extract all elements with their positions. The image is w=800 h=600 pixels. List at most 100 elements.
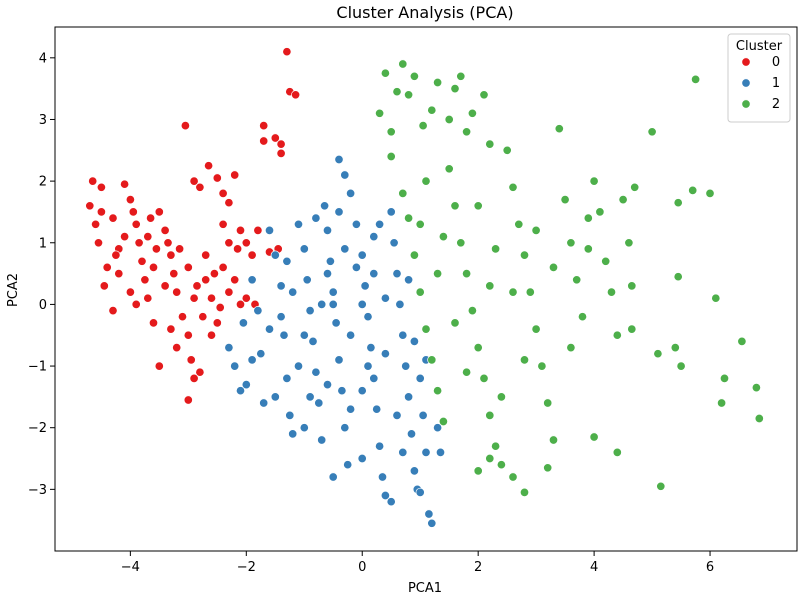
point-cluster-1 — [389, 238, 399, 248]
point-cluster-2 — [421, 324, 431, 334]
point-cluster-1 — [380, 490, 390, 501]
point-cluster-2 — [566, 238, 576, 248]
point-cluster-2 — [647, 127, 657, 137]
point-cluster-1 — [380, 349, 390, 359]
point-cluster-2 — [673, 272, 683, 282]
point-cluster-2 — [444, 114, 454, 125]
point-cluster-1 — [340, 244, 350, 254]
point-cluster-2 — [624, 238, 634, 248]
point-cluster-1 — [247, 355, 257, 365]
point-cluster-2 — [398, 59, 408, 69]
point-cluster-1 — [409, 466, 419, 476]
point-cluster-0 — [160, 281, 170, 291]
point-cluster-0 — [120, 179, 130, 189]
point-cluster-1 — [282, 256, 292, 266]
point-cluster-1 — [305, 392, 315, 402]
point-cluster-2 — [601, 256, 611, 266]
x-tick-label: 0 — [358, 560, 366, 575]
point-cluster-0 — [259, 136, 269, 146]
point-cluster-2 — [688, 185, 698, 195]
point-cluster-0 — [143, 232, 153, 242]
point-cluster-1 — [375, 219, 385, 229]
point-cluster-0 — [195, 367, 205, 377]
point-cluster-2 — [673, 198, 683, 208]
point-cluster-0 — [224, 287, 234, 297]
point-cluster-0 — [270, 133, 280, 143]
point-cluster-1 — [357, 453, 367, 464]
point-cluster-1 — [377, 472, 388, 482]
point-cluster-0 — [215, 302, 225, 313]
point-cluster-2 — [398, 188, 408, 198]
point-cluster-2 — [502, 145, 512, 155]
point-cluster-0 — [276, 148, 286, 158]
point-cluster-2 — [433, 386, 443, 396]
point-cluster-2 — [554, 124, 564, 134]
point-cluster-0 — [175, 244, 185, 254]
point-cluster-1 — [398, 330, 408, 340]
point-cluster-1 — [372, 404, 382, 414]
point-cluster-0 — [177, 312, 188, 322]
plot-frame — [54, 26, 798, 552]
point-cluster-2 — [589, 176, 599, 186]
point-cluster-1 — [418, 410, 428, 420]
point-cluster-1 — [331, 318, 341, 328]
point-cluster-2 — [450, 84, 460, 94]
point-cluster-1 — [346, 188, 356, 198]
point-cluster-1 — [340, 423, 350, 433]
point-cluster-0 — [172, 287, 182, 297]
point-cluster-0 — [108, 306, 118, 316]
point-cluster-0 — [183, 262, 193, 272]
point-cluster-2 — [485, 410, 495, 420]
legend-box — [727, 33, 791, 123]
point-cluster-0 — [160, 225, 170, 235]
point-cluster-0 — [131, 219, 141, 229]
point-cluster-2 — [479, 90, 489, 100]
y-tick-label: 1 — [39, 236, 47, 251]
point-cluster-2 — [754, 413, 764, 424]
point-cluster-2 — [537, 361, 547, 371]
point-cluster-2 — [583, 213, 593, 223]
point-cluster-1 — [409, 336, 419, 346]
point-cluster-0 — [114, 269, 124, 279]
point-cluster-0 — [183, 395, 193, 405]
point-cluster-2 — [627, 281, 637, 291]
point-cluster-0 — [183, 330, 193, 340]
point-cluster-2 — [479, 373, 489, 383]
point-cluster-1 — [334, 355, 344, 365]
point-cluster-0 — [282, 47, 292, 57]
y-tick-label: 4 — [39, 51, 47, 66]
point-cluster-2 — [525, 287, 535, 297]
point-cluster-0 — [111, 250, 121, 260]
point-cluster-1 — [256, 349, 266, 359]
point-cluster-1 — [270, 392, 280, 402]
point-cluster-2 — [392, 87, 402, 97]
point-cluster-0 — [85, 201, 95, 211]
point-cluster-1 — [357, 299, 367, 309]
point-cluster-0 — [259, 121, 269, 131]
point-cluster-1 — [346, 404, 356, 414]
point-cluster-2 — [409, 71, 419, 81]
point-cluster-0 — [151, 244, 161, 254]
point-cluster-2 — [418, 121, 428, 131]
point-cluster-2 — [519, 355, 530, 365]
point-cluster-1 — [288, 429, 298, 439]
point-cluster-1 — [435, 447, 446, 457]
point-cluster-0 — [198, 312, 208, 322]
point-cluster-2 — [577, 312, 588, 322]
x-axis-label: PCA1 — [408, 581, 442, 596]
point-cluster-0 — [230, 170, 240, 180]
point-cluster-2 — [630, 182, 640, 192]
point-cluster-0 — [99, 281, 109, 291]
chart-title: Cluster Analysis (PCA) — [336, 3, 513, 22]
point-cluster-0 — [195, 182, 205, 192]
point-cluster-2 — [467, 108, 477, 118]
point-cluster-2 — [415, 219, 425, 229]
point-cluster-2 — [543, 398, 553, 408]
point-cluster-2 — [473, 466, 483, 476]
point-cluster-1 — [288, 287, 298, 297]
point-cluster-2 — [421, 176, 431, 186]
y-tick-label: −3 — [28, 483, 47, 498]
point-cluster-2 — [462, 127, 472, 137]
point-cluster-1 — [360, 281, 370, 291]
